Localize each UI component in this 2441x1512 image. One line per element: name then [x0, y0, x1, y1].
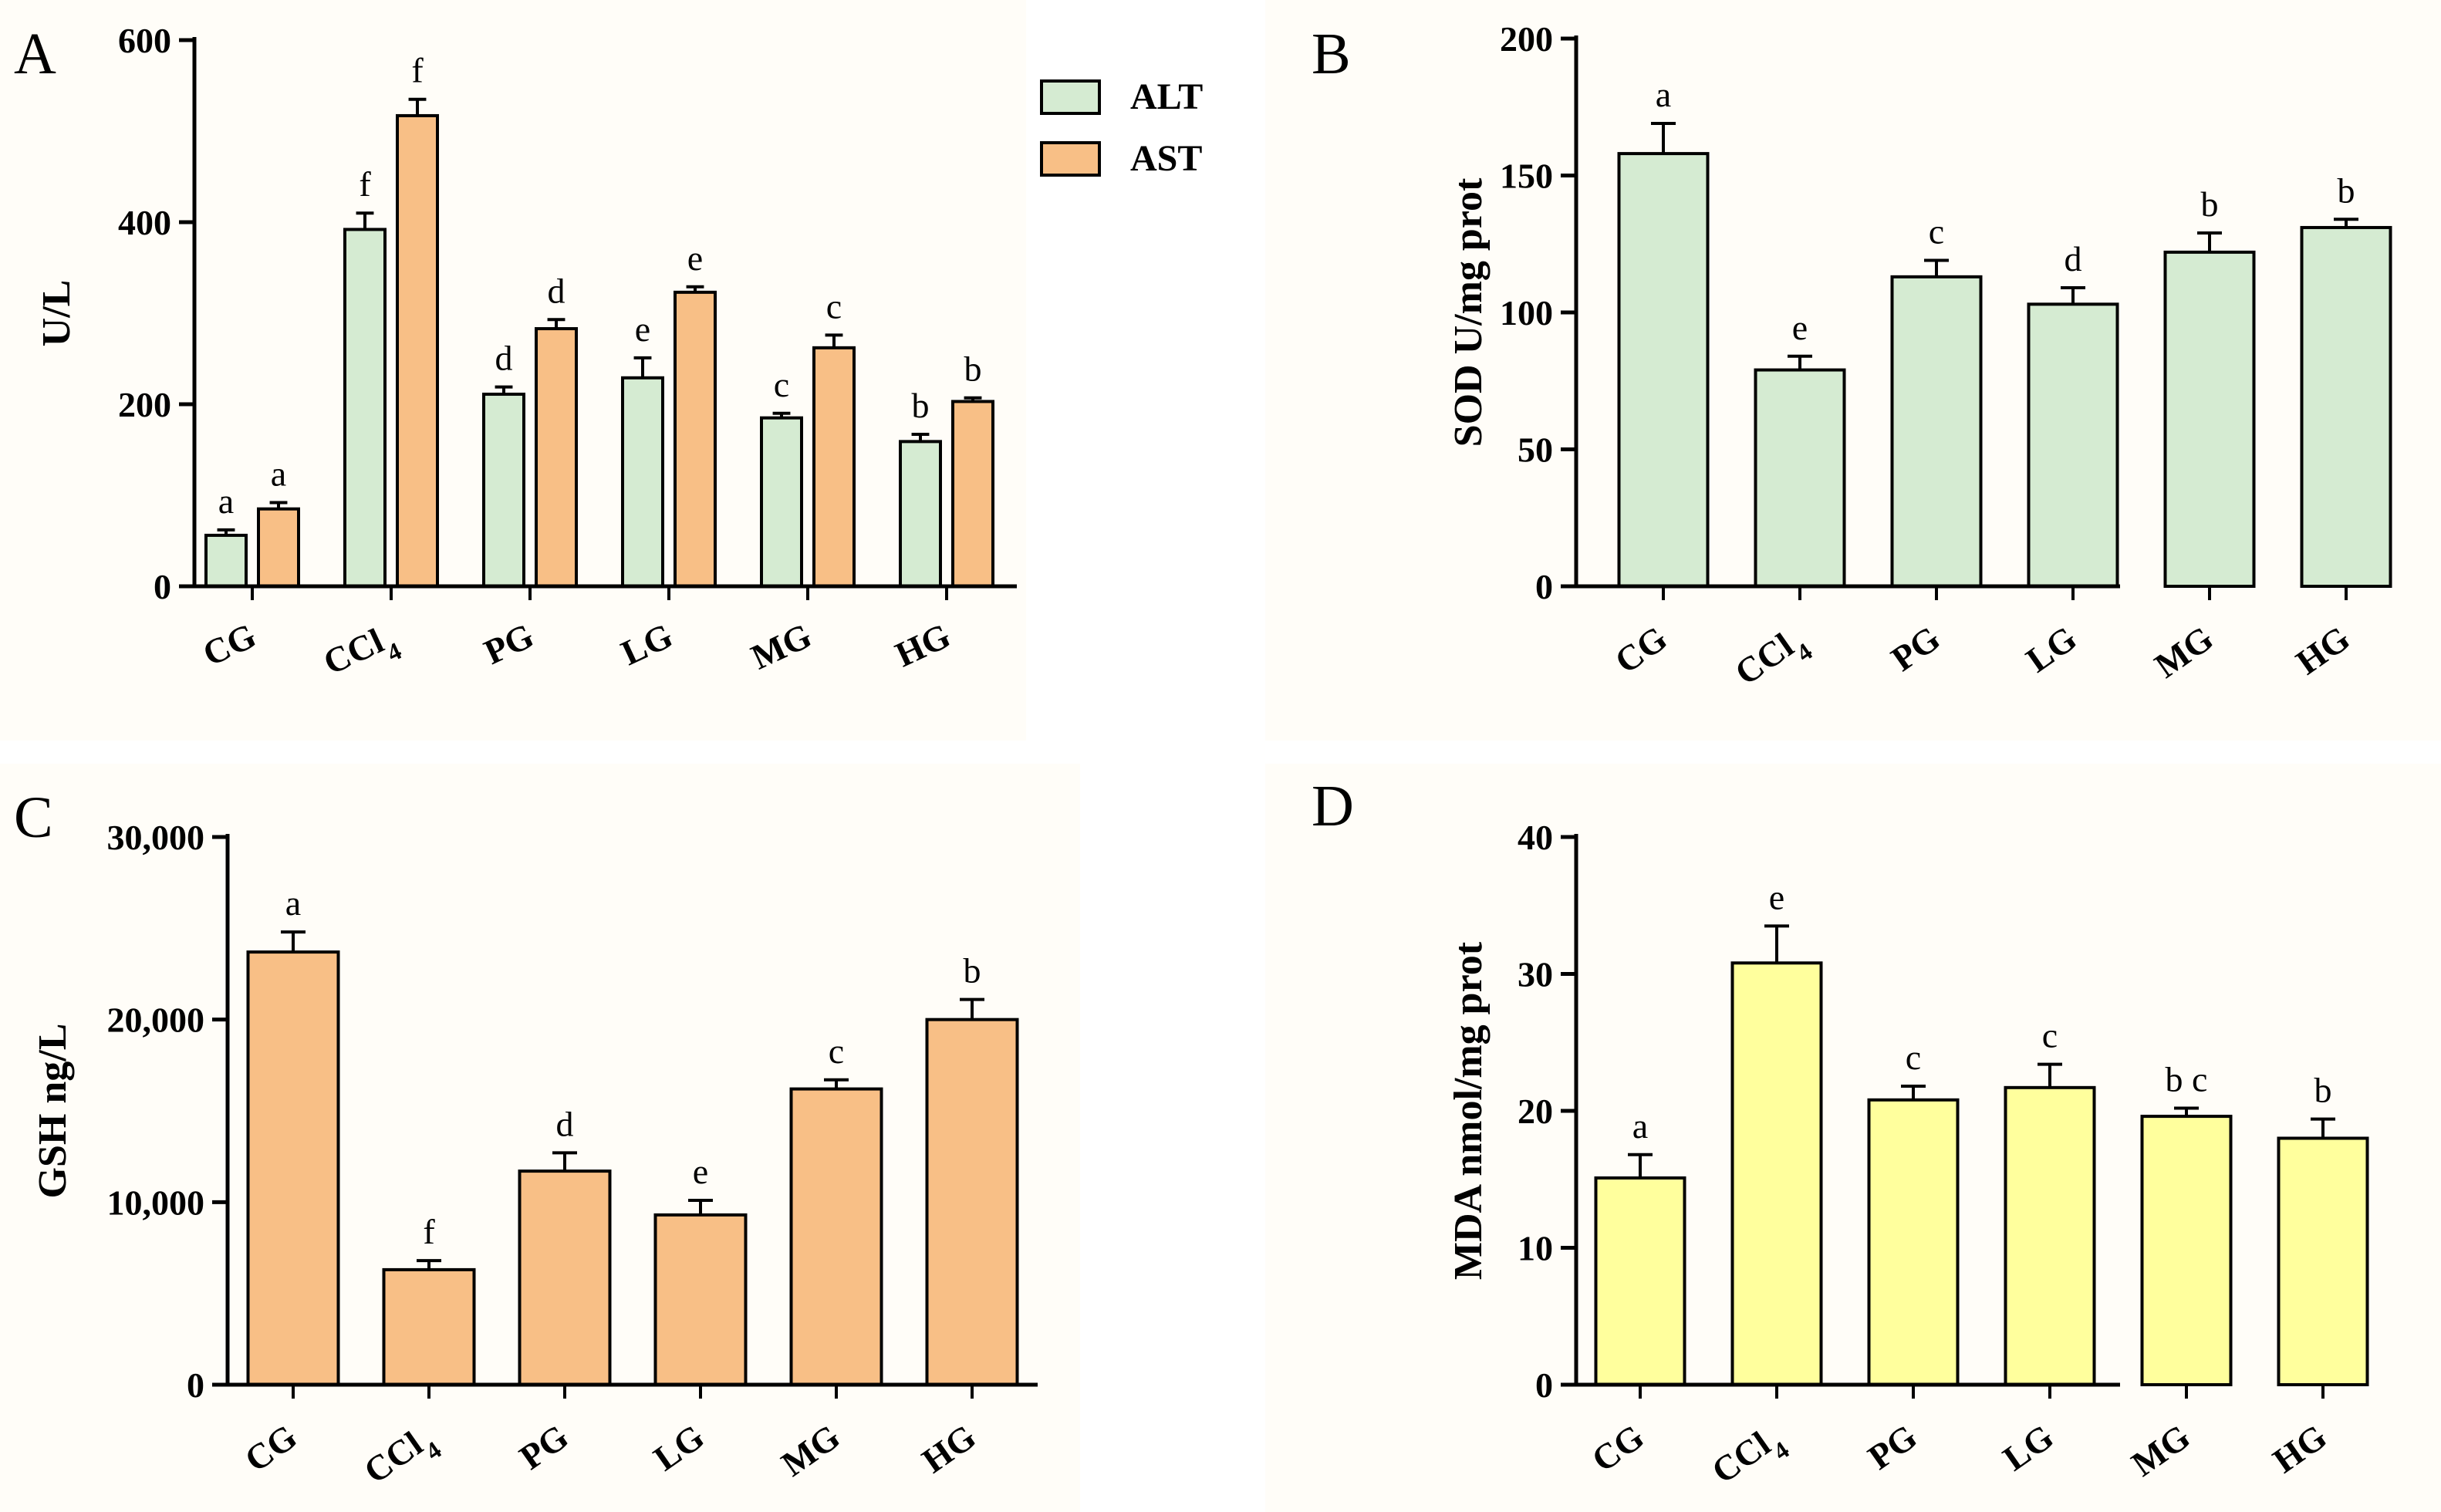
panel-c-bar-gsh-0	[248, 952, 339, 1385]
panel-d-bar-mda-2	[1869, 1100, 1958, 1385]
panel-a-legend-label-ast: AST	[1130, 138, 1202, 179]
panel-a-letter: A	[14, 22, 56, 86]
panel-c-sig-letter-gsh-4: c	[829, 1031, 844, 1071]
panel-a-bar-ast-3	[675, 292, 715, 586]
panel-d-background	[1265, 764, 2441, 1512]
panel-a-bar-alt-3	[623, 378, 663, 586]
panel-d-sig-letter-mda-1: e	[1769, 877, 1784, 916]
panel-b-sig-letter-sod-4: b	[2201, 184, 2219, 224]
panel-a-y-tick-label-1: 200	[118, 385, 171, 424]
panel-d-sig-letter-mda-3: c	[2042, 1016, 2058, 1055]
panel-d-y-tick-label-0: 0	[1535, 1365, 1553, 1405]
panel-c-sig-letter-gsh-0: a	[285, 883, 301, 923]
panel-a-bar-alt-4	[761, 418, 802, 586]
panel-a-legend-swatch-ast	[1042, 143, 1099, 175]
panel-a-bar-alt-2	[484, 394, 524, 586]
panel-a-y-axis-label: U/L	[35, 280, 79, 347]
panel-c-sig-letter-gsh-5: b	[964, 951, 981, 991]
panel-d-sig-letter-mda-5: b	[2314, 1071, 2332, 1110]
panel-c-sig-letter-gsh-1: f	[423, 1212, 435, 1251]
panel-a-sig-letter-alt-2: d	[495, 339, 513, 378]
panel-b-bar-sod-1	[1756, 370, 1845, 586]
panel-b-y-axis-label: SOD U/mg prot	[1447, 177, 1491, 447]
panel-d-sig-letter-mda-2: c	[1906, 1038, 1921, 1077]
panel-a-sig-letter-ast-3: e	[687, 238, 703, 278]
panel-a-bar-alt-0	[206, 535, 246, 586]
panel-d-bar-mda-4	[2142, 1116, 2231, 1385]
panel-b-sig-letter-sod-5: b	[2338, 170, 2355, 210]
panel-d-y-axis-label: MDA nmol/mg prot	[1447, 941, 1491, 1280]
panel-a-bar-ast-1	[397, 116, 437, 586]
panel-c-y-tick-label-2: 20,000	[107, 1001, 205, 1040]
panel-b-y-tick-label-2: 100	[1500, 293, 1553, 332]
panel-a-bar-ast-0	[258, 509, 299, 586]
panel-b-y-tick-label-1: 50	[1518, 430, 1553, 470]
panel-a-sig-letter-alt-4: c	[774, 365, 789, 404]
panel-d-sig-letter-mda-0: a	[1632, 1106, 1648, 1146]
panel-b-y-tick-label-0: 0	[1535, 567, 1553, 606]
panel-b-sig-letter-sod-2: c	[1929, 212, 1944, 251]
panel-b-bar-sod-2	[1892, 277, 1981, 586]
panel-a-legend-swatch-alt	[1042, 81, 1099, 113]
panel-a-sig-letter-ast-5: b	[964, 349, 982, 389]
panel-c-bar-gsh-4	[792, 1089, 882, 1385]
panel-a-sig-letter-alt-0: a	[218, 481, 234, 521]
panel-d-y-tick-label-2: 20	[1518, 1092, 1553, 1131]
panel-a-sig-letter-alt-1: f	[359, 164, 371, 204]
panel-d-sig-letter-mda-4: b c	[2166, 1059, 2208, 1099]
panel-c-y-tick-label-3: 30,000	[107, 818, 205, 857]
panel-a-legend-label-alt: ALT	[1130, 76, 1203, 117]
panel-a-sig-letter-alt-3: e	[635, 309, 650, 349]
panel-a-y-tick-label-0: 0	[154, 567, 171, 606]
panel-c-sig-letter-gsh-3: e	[693, 1152, 708, 1191]
panel-c-bar-gsh-3	[656, 1215, 746, 1385]
panel-d-bar-mda-3	[2006, 1088, 2095, 1385]
panel-d-letter: D	[1312, 774, 1354, 839]
panel-b-bar-sod-4	[2166, 252, 2254, 586]
panel-c-bar-gsh-1	[384, 1270, 474, 1385]
panel-d-y-tick-label-3: 30	[1518, 955, 1553, 994]
panel-d-y-tick-label-1: 10	[1518, 1229, 1553, 1268]
panel-d-bar-mda-0	[1596, 1178, 1685, 1385]
panel-c-bar-gsh-2	[520, 1171, 610, 1385]
panel-c-bar-gsh-5	[927, 1020, 1018, 1385]
panel-d-y-tick-label-4: 40	[1518, 818, 1553, 857]
panel-d-bar-mda-5	[2279, 1139, 2368, 1385]
panel-a-bar-alt-1	[345, 229, 385, 586]
panel-a-bar-alt-5	[900, 441, 940, 586]
panel-c-y-tick-label-0: 0	[187, 1365, 204, 1405]
panel-c-background	[0, 764, 1080, 1512]
panel-b-sig-letter-sod-3: d	[2065, 239, 2082, 278]
panel-b-background	[1265, 0, 2441, 741]
panel-a-bar-ast-5	[953, 401, 993, 586]
panel-b-sig-letter-sod-0: a	[1656, 75, 1671, 114]
panel-b-letter: B	[1312, 22, 1351, 86]
panel-c-y-axis-label: GSH ng/L	[31, 1024, 75, 1199]
panel-b-bar-sod-5	[2302, 228, 2391, 586]
panel-b-y-tick-label-3: 150	[1500, 157, 1553, 196]
panel-d-bar-mda-1	[1733, 963, 1821, 1385]
panel-c-sig-letter-gsh-2: d	[556, 1104, 574, 1143]
panel-a-sig-letter-ast-0: a	[271, 454, 286, 493]
panel-b-y-tick-label-4: 200	[1500, 19, 1553, 59]
panel-a-sig-letter-alt-5: b	[912, 386, 930, 425]
panel-a-y-tick-label-2: 400	[118, 203, 171, 242]
panel-a-sig-letter-ast-2: d	[548, 271, 566, 310]
panel-a-y-tick-label-3: 600	[118, 21, 171, 60]
panel-a-bar-ast-2	[536, 329, 576, 586]
panel-b-bar-sod-0	[1619, 154, 1708, 586]
panel-c-y-tick-label-1: 10,000	[107, 1183, 205, 1222]
panel-c-letter: C	[14, 785, 53, 850]
figure-canvas: A B C D aaCGffCCl4ddPGeeLGccMGbbHG020040…	[0, 0, 2441, 1512]
panel-a-bar-ast-4	[814, 348, 854, 586]
panel-b-bar-sod-3	[2029, 304, 2118, 586]
panel-a-sig-letter-ast-4: c	[826, 286, 842, 326]
panel-b-sig-letter-sod-1: e	[1792, 308, 1808, 347]
panel-a-sig-letter-ast-1: f	[411, 51, 424, 90]
